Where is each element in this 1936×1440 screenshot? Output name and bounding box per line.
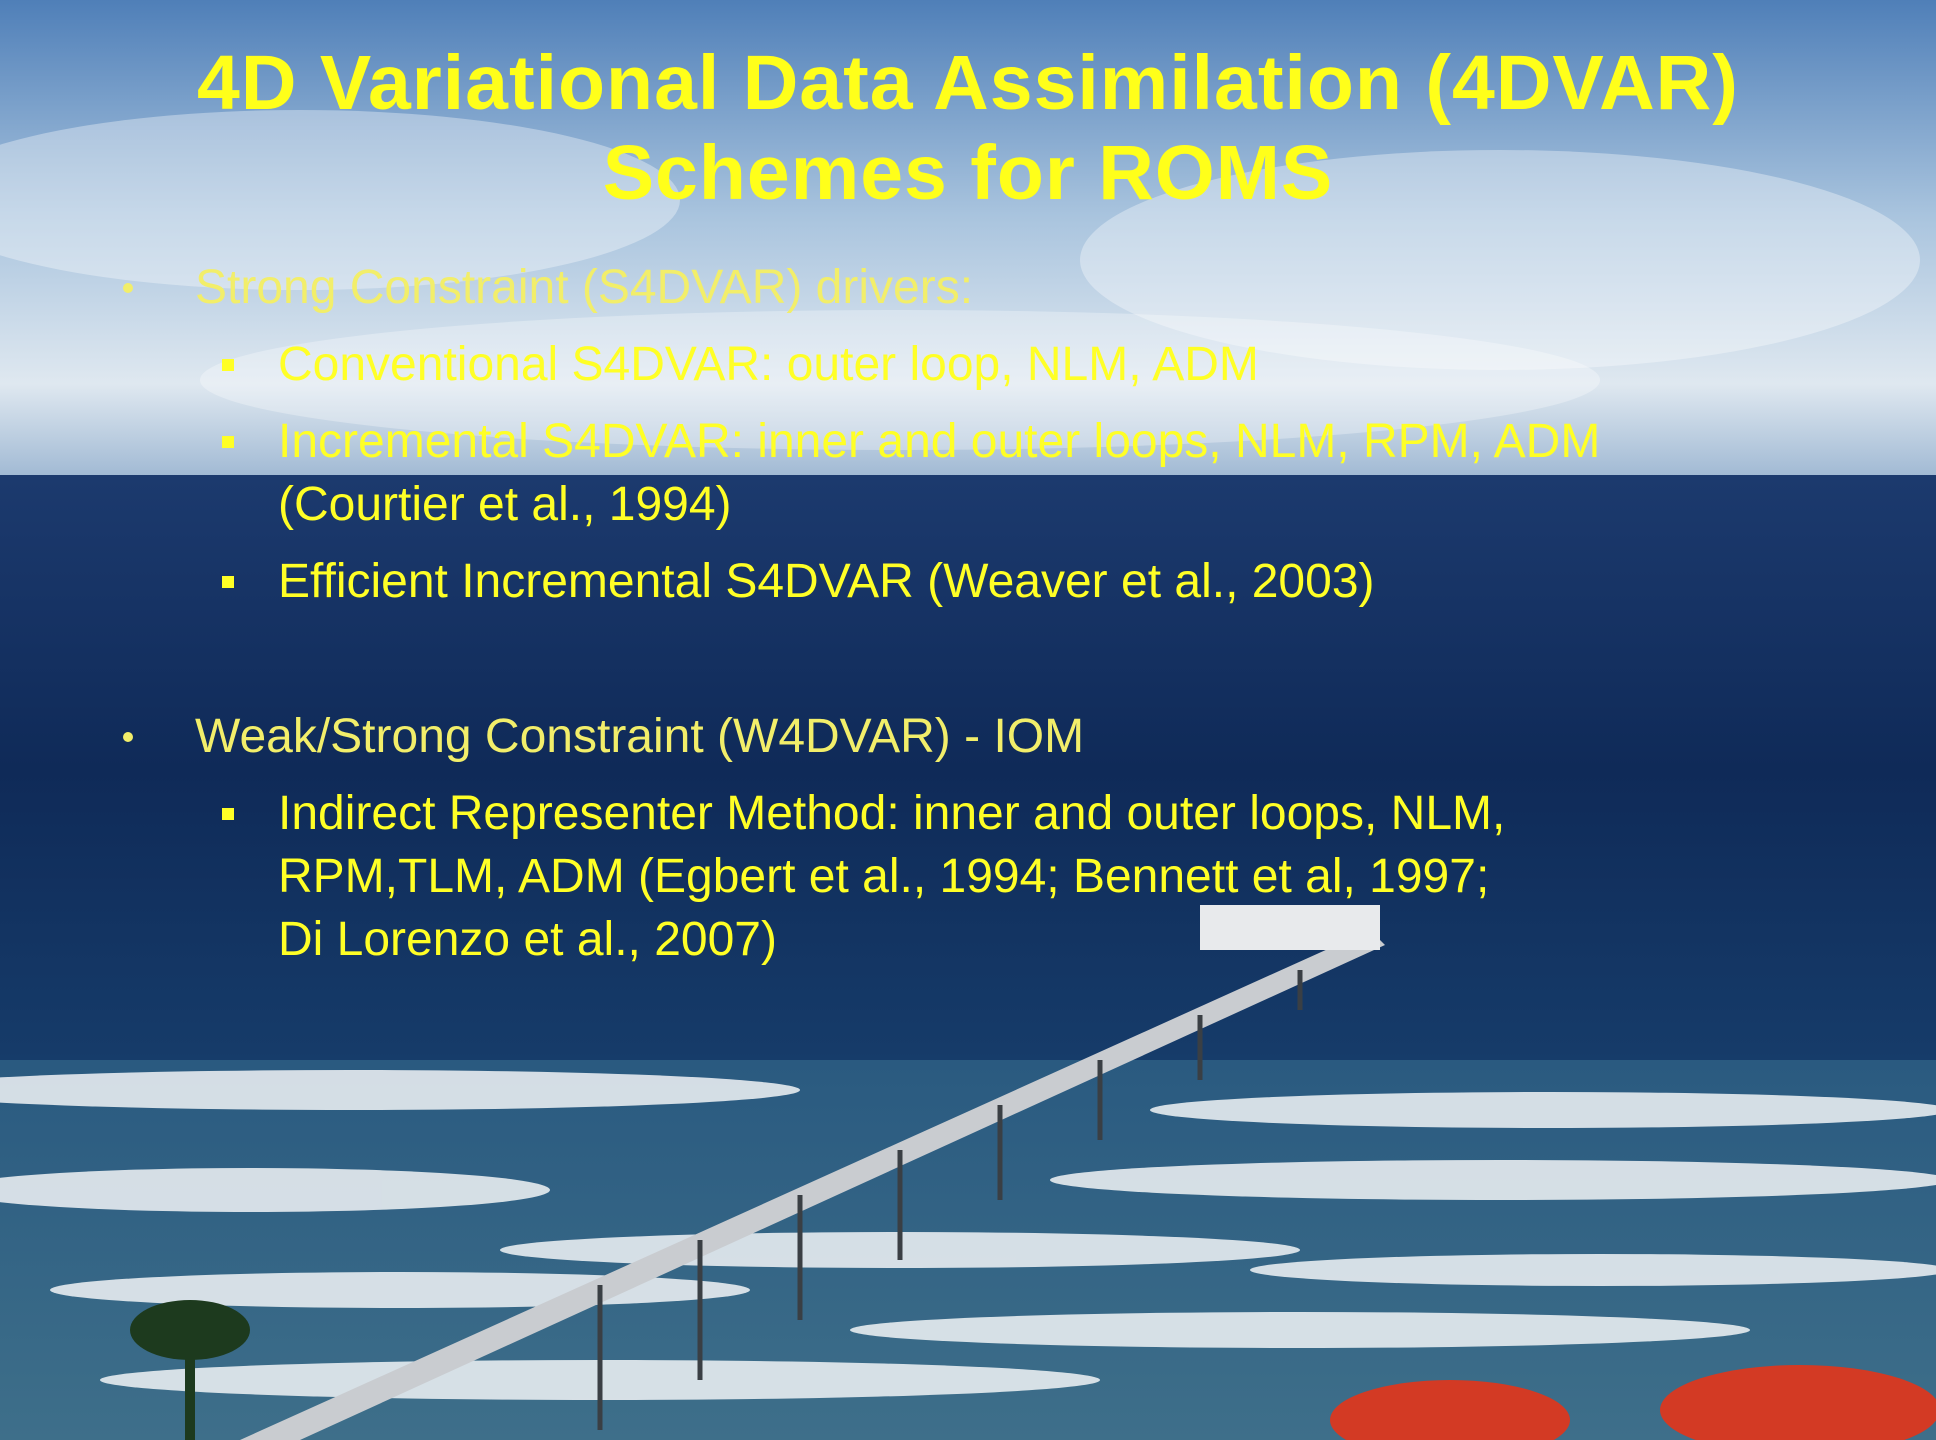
sub-bullet-text: Di Lorenzo et al., 2007) [278,910,777,970]
bullet-marker [123,283,133,293]
sub-bullet-text: RPM,TLM, ADM (Egbert et al., 1994; Benne… [278,847,1489,907]
sub-bullet-text: Efficient Incremental S4DVAR (Weaver et … [278,552,1375,612]
slide-title: Schemes for ROMS [0,128,1936,218]
sub-bullet-text: Incremental S4DVAR: inner and outer loop… [278,412,1600,472]
sub-bullet-text: Indirect Representer Method: inner and o… [278,784,1505,844]
sub-bullet-marker [222,359,234,371]
sub-bullet-marker [222,436,234,448]
slide-title: 4D Variational Data Assimilation (4DVAR) [0,38,1936,128]
bullet-text: Strong Constraint (S4DVAR) drivers: [195,258,973,318]
sub-bullet-text: Conventional S4DVAR: outer loop, NLM, AD… [278,335,1259,395]
bullet-text: Weak/Strong Constraint (W4DVAR) - IOM [195,707,1084,767]
sub-bullet-text: (Courtier et al., 1994) [278,475,732,535]
slide: 4D Variational Data Assimilation (4DVAR)… [0,0,1936,1440]
bullet-marker [123,732,133,742]
sub-bullet-marker [222,808,234,820]
sub-bullet-marker [222,576,234,588]
